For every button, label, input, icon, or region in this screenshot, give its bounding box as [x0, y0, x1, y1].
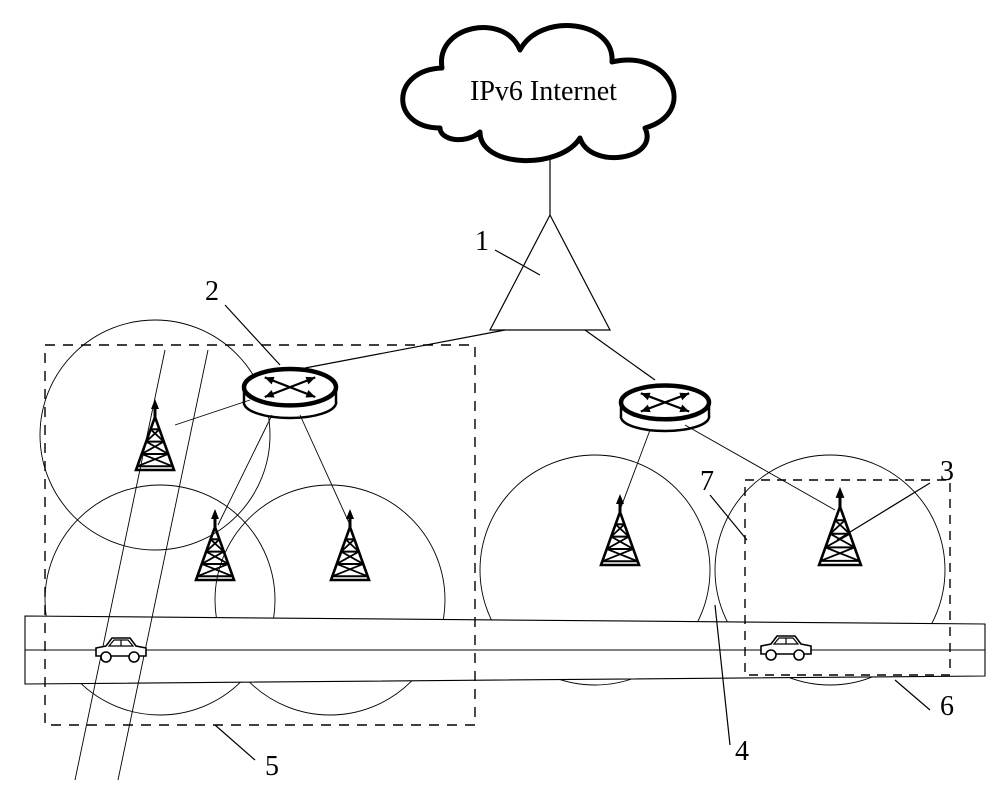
- router-icon: [244, 369, 336, 418]
- tower-icon: [819, 487, 861, 565]
- router-to-tower-link: [218, 415, 272, 525]
- gateway-to-router-link: [585, 330, 655, 380]
- router-to-tower-link: [300, 415, 350, 525]
- callout-label: 6: [940, 691, 954, 722]
- callout-label: 1: [475, 226, 489, 257]
- tower-icon: [196, 509, 234, 580]
- label-leader-line: [215, 725, 255, 760]
- label-leader-line: [710, 495, 747, 540]
- tower-icon: [601, 494, 639, 565]
- callout-label: 5: [265, 751, 279, 782]
- tower-icon: [331, 509, 369, 580]
- callout-label: 2: [205, 276, 219, 307]
- label-leader-line: [225, 305, 280, 365]
- internet-cloud: IPv6 Internet: [403, 26, 674, 161]
- router-to-tower-link: [620, 430, 650, 510]
- callout-label: 3: [940, 456, 954, 487]
- router-to-tower-link: [175, 400, 250, 425]
- label-leader-line: [895, 680, 930, 710]
- router-icon: [621, 386, 709, 432]
- gateway-triangle: [490, 215, 610, 330]
- cloud-label: IPv6 Internet: [470, 76, 617, 107]
- diagonal-road: [75, 350, 208, 780]
- coverage-circle: [40, 320, 270, 550]
- label-leader-line: [837, 483, 930, 540]
- callout-label: 7: [700, 466, 714, 497]
- road: [25, 616, 985, 684]
- callout-label: 4: [735, 736, 749, 767]
- label-leader-line: [495, 250, 540, 275]
